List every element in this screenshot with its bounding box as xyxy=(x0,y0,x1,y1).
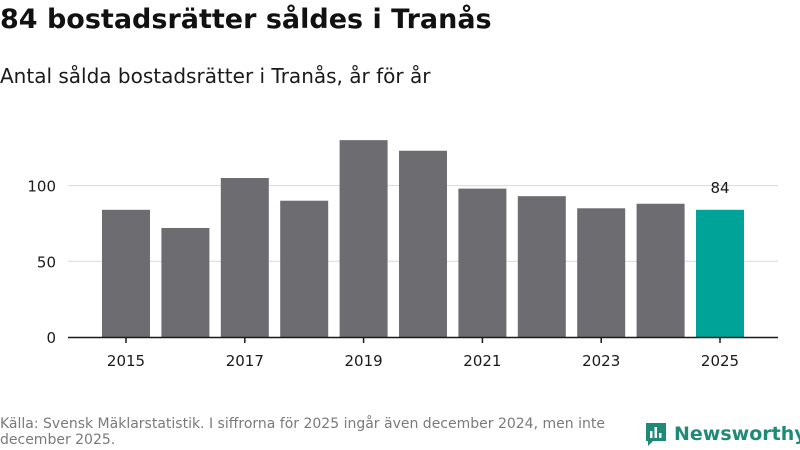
y-tick-label-100: 100 xyxy=(27,178,56,196)
bar-2023 xyxy=(577,208,626,337)
x-tick-label-2021: 2021 xyxy=(463,352,501,370)
axes xyxy=(68,336,778,343)
newsworthy-logo[interactable]: Newsworthy xyxy=(644,420,800,448)
x-tick-label-2017: 2017 xyxy=(226,352,264,370)
y-tick-label-0: 0 xyxy=(46,329,56,347)
newsworthy-icon xyxy=(646,423,666,446)
x-tick-label-2025: 2025 xyxy=(701,352,739,370)
source-note: Källa: Svensk Mäklarstatistik. I siffror… xyxy=(0,416,605,448)
bar-2018 xyxy=(280,200,329,337)
data-label-2025: 84 xyxy=(710,179,729,197)
brand-name: Newsworthy xyxy=(674,423,800,445)
bar-2019 xyxy=(339,140,388,337)
bars xyxy=(102,140,744,337)
bar-2016 xyxy=(161,227,210,337)
bar-2020 xyxy=(399,150,447,337)
labels: 0 50 100 84 2015 2017 2019 2021 2023 2025 xyxy=(27,178,739,370)
x-tick-label-2019: 2019 xyxy=(345,352,383,370)
bar-chart: 0 50 100 84 2015 2017 2019 2021 2023 2025 xyxy=(27,140,778,370)
bar-2017 xyxy=(220,178,269,337)
bar-2024 xyxy=(636,203,685,337)
bar-2022 xyxy=(517,196,566,337)
bar-2015 xyxy=(102,209,150,337)
bar-2025 xyxy=(696,209,744,337)
y-tick-label-50: 50 xyxy=(37,253,56,271)
x-tick-label-2023: 2023 xyxy=(582,352,620,370)
bar-2021 xyxy=(458,188,507,337)
chart-subtitle: Antal sålda bostadsrätter i Tranås, år f… xyxy=(0,64,431,88)
chart-title: 84 bostadsrätter såldes i Tranås xyxy=(0,4,492,35)
x-tick-label-2015: 2015 xyxy=(107,352,145,370)
